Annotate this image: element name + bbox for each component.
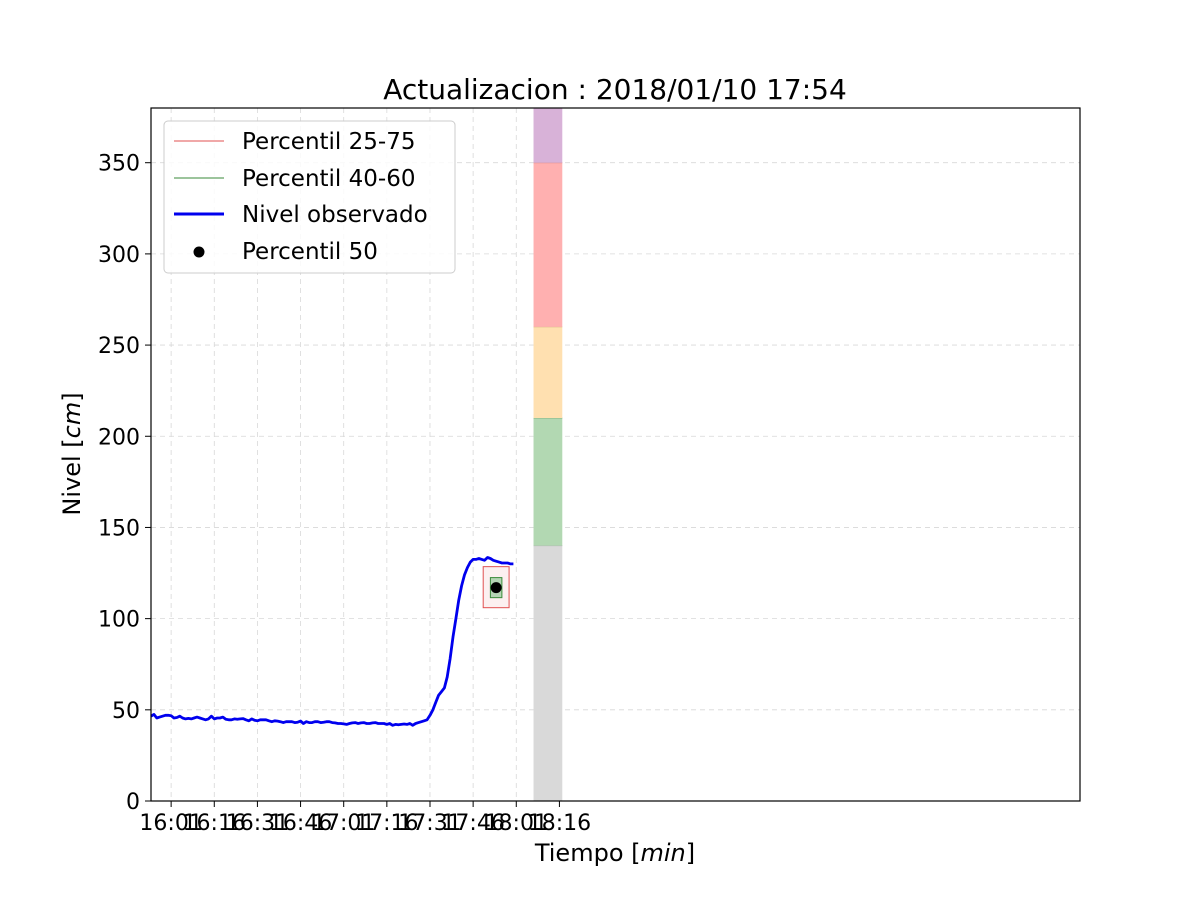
forecast-layer (482, 566, 510, 609)
y-axis-unit: cm (58, 402, 86, 439)
threshold-band (533, 326, 563, 419)
y-tick-label: 300 (98, 243, 140, 268)
y-axis-label-open-bracket: [ (58, 438, 86, 447)
x-axis-label-close-bracket: ] (686, 839, 695, 867)
axis-ticks: 16:0116:1616:3116:4617:0117:1617:3117:46… (98, 152, 591, 836)
threshold-band (533, 162, 563, 327)
chart-title: Actualizacion : 2018/01/10 17:54 (383, 73, 847, 106)
legend-box (163, 120, 456, 274)
x-axis-label: Tiempo [min] (534, 839, 695, 867)
x-tick-label: 17:16 (355, 811, 418, 836)
legend-entry-p40-60: Percentil 40-60 (174, 166, 415, 192)
x-tick-label: 16:01 (139, 811, 202, 836)
legend-entry-p25-75: Percentil 25-75 (174, 129, 415, 155)
y-tick-label: 100 (98, 608, 140, 633)
x-tick-label: 16:31 (226, 811, 289, 836)
x-axis-label-open-bracket: [ (631, 839, 640, 867)
grid-lines (151, 108, 1080, 802)
threshold-band (533, 108, 563, 163)
y-tick-label: 250 (98, 334, 140, 359)
x-tick-label: 17:46 (441, 811, 504, 836)
percentile-50-point (490, 582, 502, 594)
legend-entry-observed: Nivel observado (174, 202, 428, 228)
x-tick-label: 16:16 (183, 811, 246, 836)
y-tick-label: 0 (126, 790, 140, 815)
legend-label-p50: Percentil 50 (242, 239, 378, 265)
y-tick-label: 200 (98, 425, 140, 450)
x-tick-label: 16:46 (269, 811, 332, 836)
x-tick-label: 18:16 (528, 811, 591, 836)
y-tick-label: 50 (112, 699, 140, 724)
legend-entry-p50: Percentil 50 (193, 239, 378, 265)
legend-swatch-p50 (193, 246, 205, 258)
y-axis-label-text: Nivel (58, 448, 86, 516)
y-tick-label: 150 (98, 516, 140, 541)
x-tick-label: 17:01 (312, 811, 375, 836)
percentile-25-75-box (482, 566, 510, 609)
x-tick-label: 17:31 (398, 811, 461, 836)
x-axis-unit: min (641, 839, 686, 867)
legend-label-p40-60: Percentil 40-60 (242, 166, 415, 192)
series-line-nivel-observado (150, 556, 514, 727)
legend: Percentil 25-75 Percentil 40-60 Nivel ob… (163, 120, 456, 274)
threshold-band (533, 418, 563, 546)
series-layer (150, 556, 514, 727)
threshold-band (533, 545, 563, 801)
y-axis-label-close-bracket: ] (58, 392, 86, 401)
x-tick-label: 18:01 (485, 811, 548, 836)
y-tick-label: 350 (98, 152, 140, 177)
y-axis-label: Nivel [cm] (58, 392, 86, 515)
plot-frame (150, 107, 1081, 802)
threshold-bands (533, 107, 563, 801)
legend-label-p25-75: Percentil 25-75 (242, 129, 415, 155)
x-axis-label-text: Tiempo (534, 839, 631, 867)
legend-label-observed: Nivel observado (242, 202, 428, 228)
